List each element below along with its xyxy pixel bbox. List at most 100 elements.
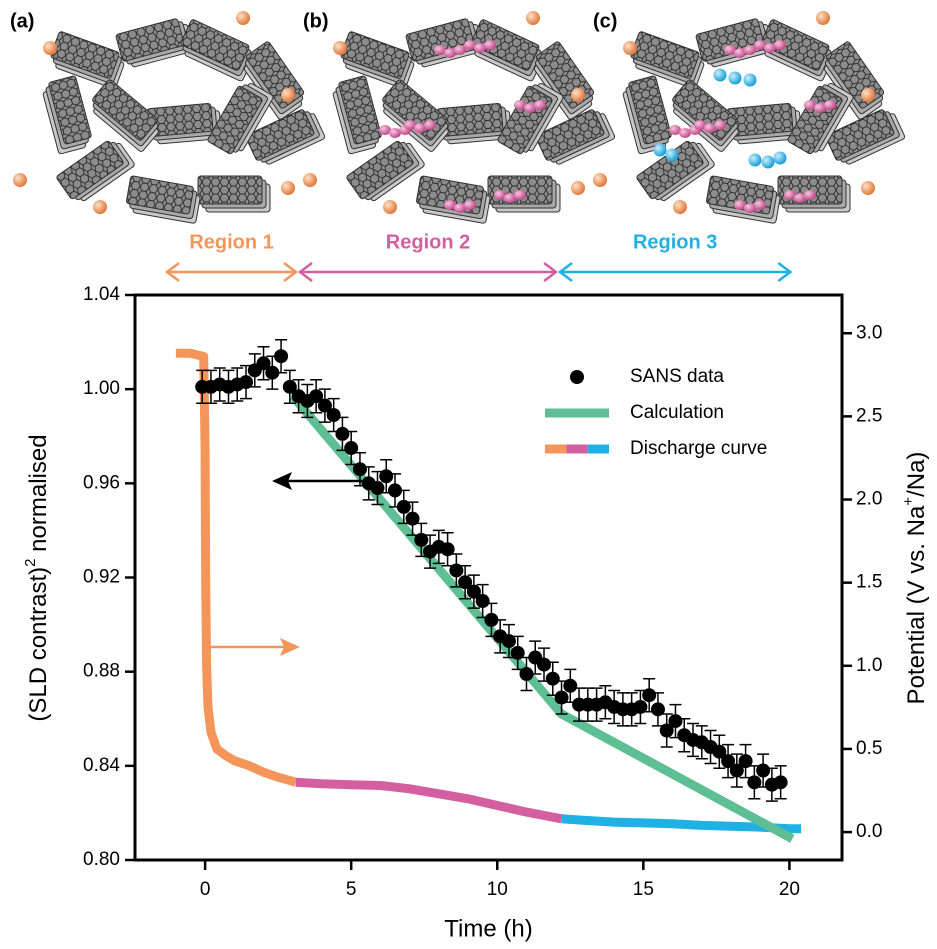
- legend-marker: [570, 370, 584, 384]
- sodium-ball: [861, 88, 875, 102]
- sodium-cluster: [761, 155, 775, 169]
- graphene-hex: [636, 141, 704, 199]
- y2-tick-label: 3.0: [856, 322, 882, 343]
- sodium-intercalated: [424, 120, 436, 130]
- sodium-intercalated: [514, 190, 526, 200]
- sans-point: [274, 349, 289, 364]
- sodium-ball: [13, 173, 27, 187]
- sans-point: [510, 645, 525, 660]
- sans-point: [747, 775, 762, 790]
- x-tick-label: 20: [779, 879, 800, 900]
- sodium-ball: [236, 11, 250, 25]
- sodium-ball: [593, 173, 607, 187]
- sodium-intercalated: [704, 123, 716, 133]
- graphene-hex: [147, 103, 213, 137]
- discharge-curve: [175, 348, 297, 787]
- sans-point: [633, 699, 648, 714]
- sans-point: [414, 532, 429, 547]
- sans-point: [475, 594, 490, 609]
- sodium-intercalated: [679, 128, 691, 138]
- sans-point: [756, 763, 771, 778]
- graphene-hex: [338, 76, 382, 144]
- sans-point: [484, 612, 499, 627]
- discharge-curve: [295, 777, 563, 824]
- label-part: /Na): [903, 452, 930, 497]
- sans-point: [466, 584, 481, 599]
- sodium-intercalated: [754, 200, 766, 210]
- graphene-hex: [826, 109, 894, 161]
- sans-point: [668, 714, 683, 729]
- panel: [593, 11, 906, 224]
- region-arrowhead: [283, 262, 299, 282]
- label-part: normalised: [25, 434, 52, 558]
- sodium-intercalated: [724, 45, 736, 55]
- sans-point: [537, 657, 552, 672]
- sodium-ball: [623, 41, 637, 55]
- region-label: Region 2: [386, 231, 470, 253]
- y2-tick-label: 1.0: [856, 655, 882, 676]
- y-tick-label: 0.84: [83, 755, 120, 776]
- sodium-intercalated: [414, 123, 426, 133]
- graphene-hex: [50, 31, 120, 79]
- sans-point: [650, 702, 665, 717]
- plot-frame: [133, 293, 844, 862]
- graphene-hex: [406, 18, 474, 62]
- graphene-hex: [181, 19, 249, 71]
- sodium-intercalated: [434, 45, 446, 55]
- y2-tick-label: 2.5: [856, 405, 882, 426]
- sans-point: [519, 667, 534, 682]
- sodium-intercalated: [694, 120, 706, 130]
- y2-tick-label: 0.5: [856, 738, 882, 759]
- y-tick-label: 1.00: [83, 378, 120, 399]
- sodium-intercalated: [494, 190, 506, 200]
- sodium-intercalated: [474, 43, 486, 53]
- sodium-intercalated: [804, 190, 816, 200]
- graphene-hex: [536, 109, 604, 161]
- region-label: Region 3: [633, 231, 717, 253]
- sans-point: [440, 542, 455, 557]
- y2-tick-label: 0.0: [856, 821, 882, 842]
- region-arrowhead: [297, 262, 313, 282]
- sodium-intercalated: [514, 100, 526, 110]
- x-tick-label: 5: [346, 879, 357, 900]
- sodium-ball: [333, 41, 347, 55]
- sans-point: [659, 723, 674, 738]
- x-axis-label: Time (h): [444, 915, 532, 942]
- panel: [303, 11, 616, 224]
- graphene-hex: [340, 31, 410, 79]
- y2-tick-label: 1.5: [856, 572, 882, 593]
- graphene-hex: [471, 19, 539, 71]
- sodium-intercalated: [444, 200, 456, 210]
- sodium-ball: [673, 200, 687, 214]
- sans-point: [712, 744, 727, 759]
- y2-tick-label: 2.0: [856, 489, 882, 510]
- sodium-intercalated: [534, 100, 546, 110]
- graphene-hex: [630, 31, 700, 79]
- graphene-hex: [761, 19, 829, 71]
- sans-point: [738, 754, 753, 769]
- x-tick-label: 0: [200, 879, 211, 900]
- sodium-ball: [861, 181, 875, 195]
- y-tick-label: 0.80: [83, 849, 120, 870]
- sodium-cluster: [728, 71, 742, 85]
- y-tick-label: 1.04: [83, 284, 120, 305]
- sodium-ball: [93, 200, 107, 214]
- legend-label: Calculation: [630, 402, 724, 423]
- x-tick-label: 10: [487, 879, 508, 900]
- sans-point: [396, 499, 411, 514]
- sodium-cluster: [665, 148, 679, 162]
- y-axis-label: Potential (V vs. Na+/Na): [900, 452, 930, 705]
- region-arrowhead: [543, 262, 559, 282]
- chart: Region 1 Region 2 Region 3 0 5 10 15 20 0.80 0.84…: [22, 231, 930, 942]
- sodium-cluster: [773, 151, 787, 165]
- sans-point: [344, 441, 359, 456]
- sodium-intercalated: [734, 200, 746, 210]
- graphene-hex: [207, 86, 263, 154]
- graphene-hex: [346, 141, 414, 199]
- calculation-line: [289, 393, 795, 843]
- region-label: Region 1: [189, 231, 273, 253]
- sodium-intercalated: [764, 43, 776, 53]
- region-arrowhead: [777, 262, 793, 282]
- graphene-hex: [198, 176, 262, 204]
- x-tick-label: 15: [633, 879, 654, 900]
